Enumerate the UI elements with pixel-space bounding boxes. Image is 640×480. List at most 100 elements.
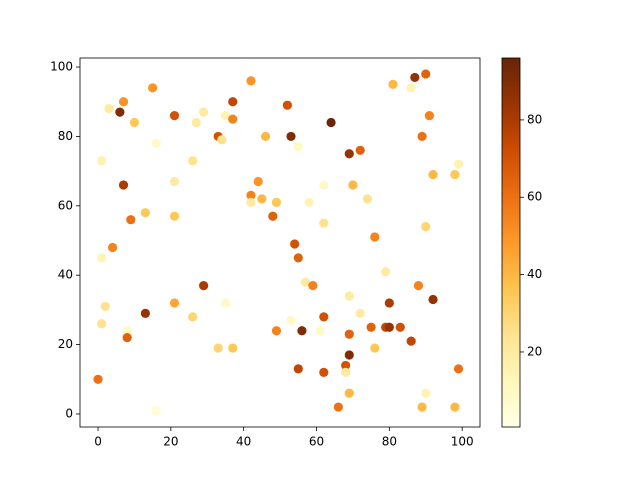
point — [97, 156, 107, 166]
point — [228, 97, 238, 107]
point — [406, 83, 416, 93]
point — [344, 388, 354, 398]
point — [308, 281, 318, 291]
point — [417, 131, 427, 142]
point — [293, 253, 303, 263]
point — [428, 294, 438, 305]
point — [319, 312, 329, 322]
point — [341, 367, 351, 377]
x-tick-label: 100 — [451, 435, 474, 449]
x-tick-label: 20 — [163, 435, 178, 449]
point — [417, 402, 427, 412]
point — [129, 117, 140, 128]
x-tick-label: 40 — [236, 435, 251, 449]
y-tick-label: 80 — [58, 129, 73, 143]
point — [410, 72, 420, 83]
point — [246, 190, 256, 200]
point — [140, 208, 150, 218]
point — [151, 138, 161, 148]
point — [148, 83, 158, 93]
point — [169, 211, 180, 221]
point — [257, 194, 267, 204]
point — [319, 180, 329, 190]
point — [199, 107, 209, 117]
point — [97, 253, 107, 263]
point — [326, 117, 336, 128]
point — [271, 197, 282, 207]
point — [118, 180, 129, 190]
x-tick-label: 80 — [382, 435, 397, 449]
point — [384, 322, 394, 332]
point — [93, 374, 103, 384]
point — [421, 388, 431, 398]
point — [97, 319, 107, 329]
point — [260, 131, 271, 142]
point — [286, 131, 296, 142]
point — [169, 110, 180, 121]
point — [126, 215, 136, 225]
y-tick-label: 100 — [50, 60, 73, 74]
point — [104, 104, 114, 114]
point — [315, 326, 325, 336]
y-tick-label: 40 — [58, 268, 73, 282]
point — [115, 107, 125, 117]
point — [191, 117, 201, 128]
point — [228, 343, 238, 353]
point — [453, 159, 464, 169]
point — [453, 364, 464, 374]
point — [220, 110, 231, 121]
point — [213, 343, 223, 353]
point — [122, 333, 132, 343]
point — [297, 326, 307, 336]
point — [450, 169, 460, 180]
point — [122, 326, 132, 336]
point — [413, 281, 424, 291]
point — [348, 180, 358, 190]
point — [333, 402, 343, 412]
point — [344, 149, 354, 159]
point — [169, 298, 180, 308]
point — [140, 308, 150, 318]
point — [388, 79, 398, 89]
point — [362, 194, 373, 204]
point — [355, 145, 365, 155]
y-tick-label: 20 — [58, 337, 73, 351]
point — [293, 142, 303, 152]
point — [424, 110, 434, 121]
point — [381, 267, 391, 277]
point — [188, 156, 198, 166]
point — [188, 312, 198, 322]
point — [107, 242, 118, 253]
axes-frame — [79, 57, 481, 428]
point — [293, 364, 303, 374]
point — [406, 336, 416, 346]
point — [304, 197, 314, 207]
colorbar — [501, 57, 521, 428]
point — [366, 322, 376, 332]
point — [421, 69, 431, 79]
point — [199, 281, 209, 291]
point — [268, 211, 278, 221]
point — [228, 114, 238, 124]
y-tick-label: 60 — [58, 198, 73, 212]
colorbar-tick-label: 40 — [527, 267, 542, 281]
colorbar-tick-label: 60 — [527, 190, 542, 204]
point — [370, 343, 380, 353]
point — [319, 367, 329, 377]
colorbar-tick-label: 80 — [527, 112, 542, 126]
point — [428, 169, 438, 180]
x-tick-label: 0 — [94, 435, 102, 449]
point — [271, 326, 282, 336]
point — [344, 291, 354, 301]
point — [395, 322, 405, 332]
point — [151, 405, 161, 416]
point — [450, 402, 460, 412]
point — [169, 176, 180, 187]
point — [220, 298, 231, 308]
point — [246, 197, 256, 207]
point — [370, 232, 380, 242]
point — [253, 176, 263, 187]
point — [344, 350, 354, 360]
x-tick-label: 60 — [309, 435, 324, 449]
